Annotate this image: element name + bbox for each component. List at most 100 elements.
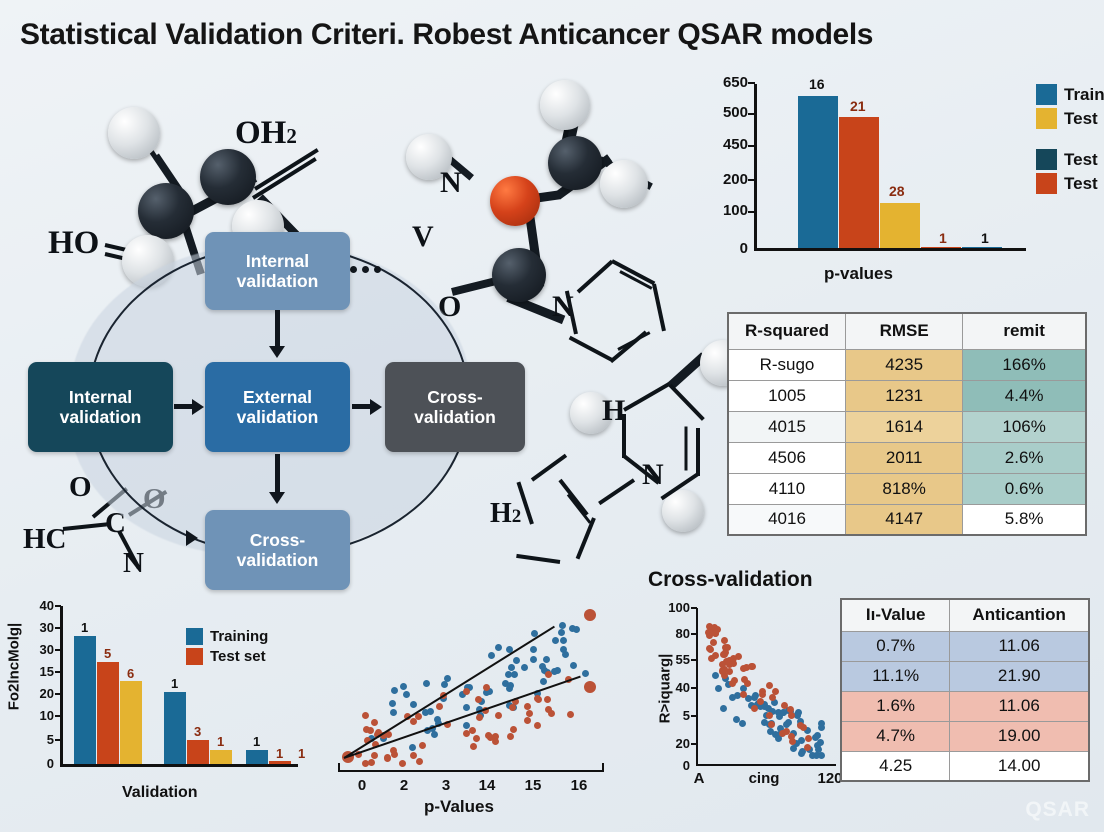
scatter-point (529, 656, 537, 664)
scatter-point (733, 691, 741, 699)
legend-swatch (186, 648, 203, 665)
legend-item[interactable]: Test (1036, 108, 1104, 129)
flow-box-cross-validation-right[interactable]: Cross- validation (385, 362, 525, 452)
scatter-point (723, 658, 731, 666)
bar[interactable] (269, 761, 291, 764)
ytick-mark (748, 179, 755, 181)
y-axis (696, 608, 698, 766)
molecule-label-h: H (602, 394, 626, 427)
ytick-mark (748, 211, 755, 213)
scatter-point (705, 623, 713, 631)
scatter-point (506, 685, 514, 693)
ytick-label: 0 (739, 240, 748, 257)
table-row[interactable]: 0.7% 11.06 (840, 630, 1090, 661)
ytick-mark (691, 633, 697, 635)
table-row[interactable]: 1005 1231 4.4% (727, 379, 1087, 412)
scatter-point (482, 707, 490, 715)
table-row[interactable]: 4015 1614 106% (727, 410, 1087, 443)
scatter-point (530, 630, 538, 638)
molecule-right: H N H2 (490, 330, 762, 580)
scatter-point (526, 709, 534, 717)
table-cell: 166% (962, 348, 1087, 380)
bar[interactable] (839, 117, 879, 248)
bar[interactable] (880, 203, 920, 248)
table-row[interactable]: 4.7% 19.00 (840, 720, 1090, 752)
scatter-point (771, 688, 779, 696)
scatter-point (524, 703, 532, 711)
scatter-point (507, 732, 515, 740)
scatter-point (469, 726, 477, 734)
scatter-point (567, 711, 575, 719)
scatter-point (767, 728, 775, 736)
flow-box-internal-validation-top[interactable]: Internal validation (205, 232, 350, 310)
bar[interactable] (164, 692, 186, 764)
flow-box-label: Cross- validation (236, 529, 319, 570)
scatter-point (751, 705, 759, 713)
scatter-point (780, 708, 788, 716)
legend-item[interactable]: Test (1036, 149, 1104, 170)
xtick-label: 16 (570, 777, 588, 794)
legend-item[interactable]: Test set (186, 648, 268, 665)
ytick-label: 450 (722, 136, 748, 153)
scatter-points-area (340, 605, 610, 768)
table-header-row: R-squared RMSE remit (727, 312, 1087, 350)
scatter-point (765, 705, 773, 713)
crossvalidation-section-title: Cross-validation (648, 568, 813, 591)
bar[interactable] (210, 750, 232, 764)
ytick-mark (691, 607, 697, 609)
bar-value-label: 16 (809, 76, 825, 92)
scatter-point (765, 681, 773, 689)
molecule-label-n-1: N (440, 166, 462, 199)
scatter-point (436, 702, 444, 710)
table-cell: 1005 (727, 379, 846, 412)
bar[interactable] (246, 750, 268, 764)
flow-box-external-validation[interactable]: External validation (205, 362, 350, 452)
y-axis (60, 606, 63, 766)
bar[interactable] (962, 247, 1002, 248)
scatter-point (794, 708, 802, 716)
legend-item[interactable]: Test (1036, 173, 1104, 194)
bar[interactable] (921, 246, 961, 248)
legend-item[interactable]: Training (186, 628, 268, 645)
y-axis-title: R>iquarg| (656, 653, 674, 724)
bar[interactable] (187, 740, 209, 764)
scatter-point (507, 681, 515, 689)
scatter-point (416, 757, 424, 765)
table-row[interactable]: 4016 4147 5.8% (727, 503, 1087, 536)
arrow-internal-to-external (275, 310, 280, 348)
scatter-point (813, 741, 821, 749)
legend-label: Test (1064, 173, 1098, 193)
table-row[interactable]: 4.25 14.00 (840, 750, 1090, 782)
scatter-point (804, 727, 812, 735)
legend-swatch (1036, 84, 1057, 105)
ytick-mark (55, 715, 61, 717)
xtick-label: 3 (441, 777, 451, 794)
bar[interactable] (120, 681, 142, 764)
scatter-point (768, 693, 776, 701)
table-row[interactable]: 1.6% 11.06 (840, 690, 1090, 721)
arrow-external-to-crossbottom (275, 454, 280, 494)
flow-box-cross-validation-bottom[interactable]: Cross- validation (205, 510, 350, 590)
scatter-point (424, 726, 432, 734)
scatter-point (728, 680, 736, 688)
bar[interactable] (74, 636, 96, 764)
scatter-point (402, 691, 410, 699)
bar[interactable] (97, 662, 119, 764)
table-cell: 818% (844, 472, 964, 505)
arrowhead-right-1 (192, 399, 204, 415)
table-row[interactable]: 4506 2011 2.6% (727, 441, 1087, 473)
x-axis-title: p-values (824, 264, 893, 283)
table-row[interactable]: 11.1% 21.90 (840, 660, 1090, 692)
bar[interactable] (798, 96, 838, 248)
scatter-point (568, 625, 576, 633)
table-row[interactable]: 4110 818% 0.6% (727, 472, 1087, 505)
legend-item[interactable]: Training (1036, 84, 1104, 105)
flow-box-internal-validation-left[interactable]: Internal validation (28, 362, 173, 452)
table-cell: 1231 (844, 379, 964, 412)
scatter-point (510, 725, 518, 733)
molecule-label-hc: HC (23, 523, 67, 555)
table-row[interactable]: R-sugo 4235 166% (727, 348, 1087, 380)
legend-swatch (1036, 173, 1057, 194)
scatter-point (718, 660, 726, 668)
scatter-point (492, 732, 500, 740)
